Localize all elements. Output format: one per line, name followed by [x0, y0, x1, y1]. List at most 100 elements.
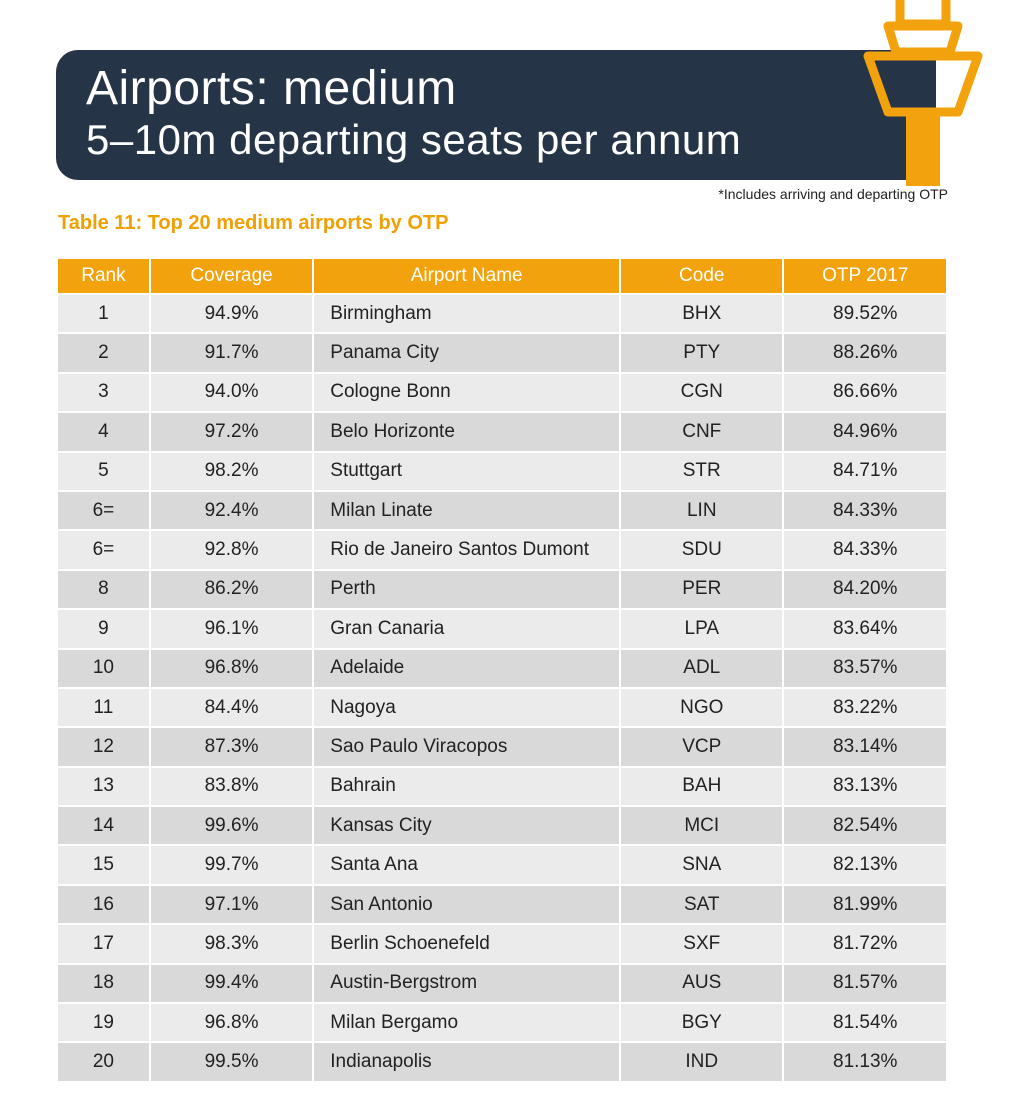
cell-airport-name: Birmingham: [314, 295, 620, 333]
cell-otp: 84.96%: [784, 413, 946, 451]
table-row: 4 97.2% Belo Horizonte CNF 84.96%: [58, 413, 946, 451]
cell-coverage: 99.6%: [150, 807, 313, 845]
cell-otp: 84.20%: [784, 570, 946, 609]
cell-rank: 18: [58, 964, 149, 1003]
cell-coverage: 94.0%: [150, 373, 313, 412]
table-title: Table 11: Top 20 medium airports by OTP: [58, 212, 449, 234]
cell-airport-name: Sao Paulo Viracopos: [314, 728, 620, 766]
cell-rank: 2: [58, 334, 149, 372]
cell-otp: 83.64%: [784, 610, 946, 648]
table-row: 18 99.4% Austin-Bergstrom AUS 81.57%: [58, 964, 946, 1003]
cell-rank: 14: [58, 807, 149, 845]
table-row: 10 96.8% Adelaide ADL 83.57%: [58, 649, 946, 687]
cell-code: LIN: [621, 491, 783, 530]
cell-otp: 81.57%: [784, 964, 946, 1003]
cell-airport-name: Bahrain: [314, 767, 620, 806]
cell-otp: 84.33%: [784, 491, 946, 530]
cell-coverage: 92.4%: [150, 491, 313, 530]
cell-code: MCI: [621, 807, 783, 845]
table-row: 16 97.1% San Antonio SAT 81.99%: [58, 885, 946, 924]
cell-airport-name: Perth: [314, 570, 620, 609]
table-row: 9 96.1% Gran Canaria LPA 83.64%: [58, 610, 946, 648]
cell-coverage: 98.2%: [150, 452, 313, 490]
cell-code: SDU: [621, 531, 783, 569]
cell-airport-name: Austin-Bergstrom: [314, 964, 620, 1003]
control-tower-icon: [863, 0, 983, 186]
cell-code: ADL: [621, 649, 783, 687]
cell-code: STR: [621, 452, 783, 490]
cell-rank: 20: [58, 1043, 149, 1081]
cell-rank: 12: [58, 728, 149, 766]
page-banner: Airports: medium 5–10m departing seats p…: [56, 50, 936, 180]
cell-otp: 83.22%: [784, 688, 946, 727]
cell-coverage: 83.8%: [150, 767, 313, 806]
cell-otp: 83.13%: [784, 767, 946, 806]
cell-rank: 8: [58, 570, 149, 609]
cell-airport-name: Panama City: [314, 334, 620, 372]
cell-rank: 9: [58, 610, 149, 648]
cell-otp: 83.14%: [784, 728, 946, 766]
cell-otp: 84.71%: [784, 452, 946, 490]
table-row: 19 96.8% Milan Bergamo BGY 81.54%: [58, 1004, 946, 1042]
cell-otp: 88.26%: [784, 334, 946, 372]
cell-coverage: 97.2%: [150, 413, 313, 451]
table-row: 5 98.2% Stuttgart STR 84.71%: [58, 452, 946, 490]
cell-otp: 83.57%: [784, 649, 946, 687]
cell-rank: 3: [58, 373, 149, 412]
cell-coverage: 99.7%: [150, 846, 313, 884]
cell-airport-name: Milan Bergamo: [314, 1004, 620, 1042]
cell-otp: 82.13%: [784, 846, 946, 884]
cell-coverage: 91.7%: [150, 334, 313, 372]
cell-coverage: 98.3%: [150, 925, 313, 963]
cell-airport-name: Indianapolis: [314, 1043, 620, 1081]
table-row: 6= 92.4% Milan Linate LIN 84.33%: [58, 491, 946, 530]
cell-code: BGY: [621, 1004, 783, 1042]
cell-rank: 16: [58, 885, 149, 924]
header-airport-name: Airport Name: [314, 259, 620, 293]
header-code: Code: [621, 259, 783, 293]
cell-coverage: 86.2%: [150, 570, 313, 609]
cell-otp: 81.99%: [784, 885, 946, 924]
cell-airport-name: Santa Ana: [314, 846, 620, 884]
table-row: 15 99.7% Santa Ana SNA 82.13%: [58, 846, 946, 884]
cell-otp: 81.54%: [784, 1004, 946, 1042]
cell-otp: 89.52%: [784, 295, 946, 333]
cell-rank: 5: [58, 452, 149, 490]
banner-subtitle: 5–10m departing seats per annum: [86, 116, 742, 163]
cell-coverage: 92.8%: [150, 531, 313, 569]
cell-rank: 17: [58, 925, 149, 963]
cell-coverage: 94.9%: [150, 295, 313, 333]
cell-code: SNA: [621, 846, 783, 884]
cell-airport-name: Berlin Schoenefeld: [314, 925, 620, 963]
airports-table: Rank Coverage Airport Name Code OTP 2017…: [56, 257, 948, 1083]
cell-code: LPA: [621, 610, 783, 648]
table-row: 3 94.0% Cologne Bonn CGN 86.66%: [58, 373, 946, 412]
cell-coverage: 97.1%: [150, 885, 313, 924]
cell-otp: 81.72%: [784, 925, 946, 963]
cell-code: SAT: [621, 885, 783, 924]
cell-coverage: 99.5%: [150, 1043, 313, 1081]
cell-code: NGO: [621, 688, 783, 727]
table-row: 1 94.9% Birmingham BHX 89.52%: [58, 295, 946, 333]
cell-rank: 13: [58, 767, 149, 806]
table-header-row: Rank Coverage Airport Name Code OTP 2017: [58, 259, 946, 293]
cell-rank: 1: [58, 295, 149, 333]
table-row: 2 91.7% Panama City PTY 88.26%: [58, 334, 946, 372]
cell-coverage: 84.4%: [150, 688, 313, 727]
cell-rank: 10: [58, 649, 149, 687]
cell-code: BHX: [621, 295, 783, 333]
cell-code: VCP: [621, 728, 783, 766]
footnote: *Includes arriving and departing OTP: [718, 186, 948, 202]
cell-code: IND: [621, 1043, 783, 1081]
header-coverage: Coverage: [150, 259, 313, 293]
cell-airport-name: Milan Linate: [314, 491, 620, 530]
cell-code: SXF: [621, 925, 783, 963]
cell-coverage: 99.4%: [150, 964, 313, 1003]
header-rank: Rank: [58, 259, 149, 293]
table-row: 6= 92.8% Rio de Janeiro Santos Dumont SDU 84…: [58, 531, 946, 569]
cell-airport-name: Kansas City: [314, 807, 620, 845]
cell-rank: 19: [58, 1004, 149, 1042]
cell-rank: 15: [58, 846, 149, 884]
table-row: 17 98.3% Berlin Schoenefeld SXF 81.72%: [58, 925, 946, 963]
table-row: 8 86.2% Perth PER 84.20%: [58, 570, 946, 609]
